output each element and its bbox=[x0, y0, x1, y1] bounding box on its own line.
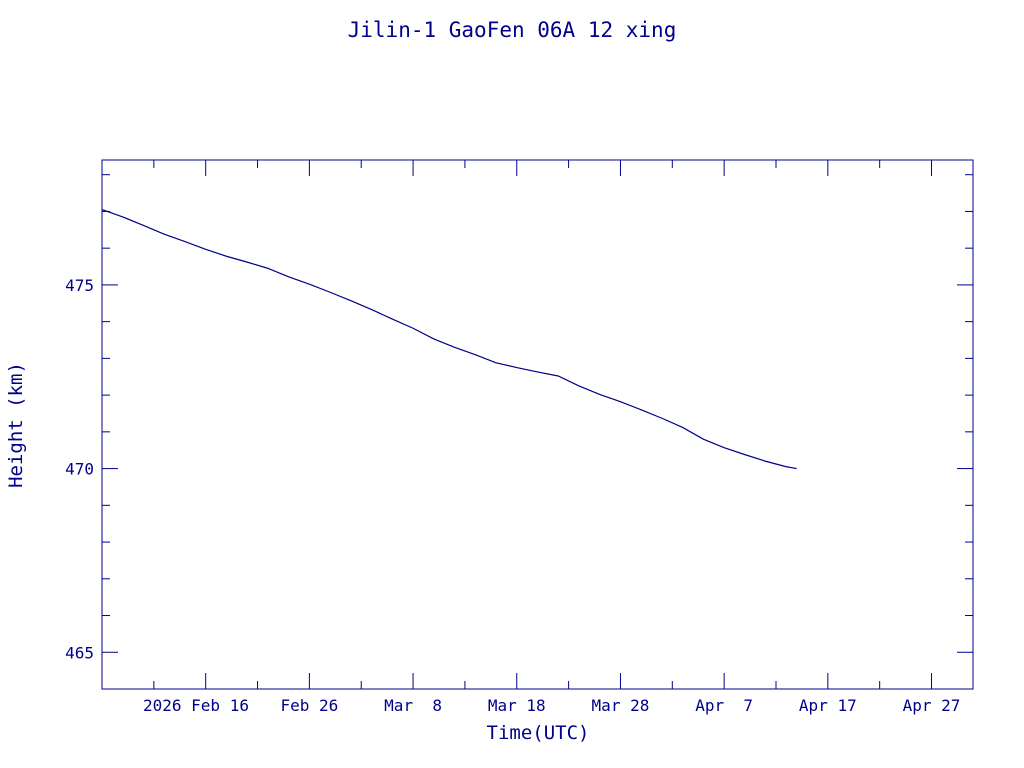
x-tick-label: Mar 18 bbox=[488, 696, 546, 715]
y-tick-labels: 465 470 475 bbox=[65, 276, 94, 662]
x-tick-label: Feb 26 bbox=[280, 696, 338, 715]
x-tick-label: 2026 Feb 16 bbox=[143, 696, 249, 715]
y-axis-label: Height (km) bbox=[5, 362, 27, 488]
x-tick-label: Mar 8 bbox=[384, 696, 442, 715]
x-tick-label: Apr 27 bbox=[903, 696, 961, 715]
series-line bbox=[101, 209, 797, 470]
x-axis-label: Time(UTC) bbox=[487, 722, 590, 744]
y-tick-label: 465 bbox=[65, 643, 94, 662]
x-tick-label: Apr 17 bbox=[799, 696, 857, 715]
y-tick-label: 470 bbox=[65, 460, 94, 479]
chart-title: Jilin-1 GaoFen 06A 12 xing bbox=[348, 18, 677, 42]
axis-ticks bbox=[101, 160, 973, 690]
x-tick-labels: 2026 Feb 16 Feb 26 Mar 8 Mar 18 Mar 28 Apr 7 A… bbox=[143, 696, 960, 715]
x-tick-label: Mar 28 bbox=[592, 696, 650, 715]
y-tick-label: 475 bbox=[65, 276, 94, 295]
x-tick-label: Apr 7 bbox=[695, 696, 753, 715]
plot-frame bbox=[101, 159, 974, 690]
